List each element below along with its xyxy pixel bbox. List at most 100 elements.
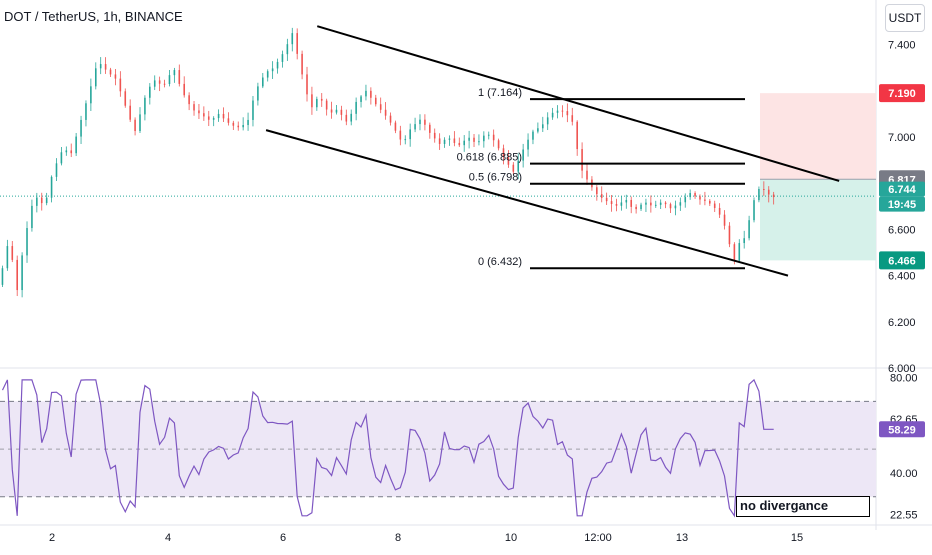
candle-body xyxy=(551,112,554,118)
candle-body xyxy=(129,105,131,120)
rsi-tick-label: 22.55 xyxy=(890,510,918,522)
candle-body xyxy=(645,202,647,205)
candle-body xyxy=(620,202,623,206)
candle-body xyxy=(45,197,48,204)
candle-body xyxy=(222,113,225,119)
candle-body xyxy=(443,139,446,144)
candle-body xyxy=(605,197,608,202)
price-tick-label: 6.200 xyxy=(888,317,916,329)
candle-body xyxy=(153,80,156,87)
candle-body xyxy=(404,139,407,141)
candle-body xyxy=(679,202,682,206)
candle-body xyxy=(65,150,68,153)
candle-body xyxy=(650,202,652,206)
candle-body xyxy=(217,113,220,119)
price-tick-label: 6.600 xyxy=(888,224,916,236)
candle-body xyxy=(90,86,92,104)
candle-body xyxy=(301,53,303,75)
candle-body xyxy=(448,138,451,140)
candle-body xyxy=(36,197,38,206)
candle-body xyxy=(507,157,510,165)
candle-body xyxy=(664,202,667,205)
candle-body xyxy=(350,113,353,122)
candle-body xyxy=(615,204,618,206)
candle-body xyxy=(271,68,274,72)
candle-body xyxy=(173,70,176,76)
candle-body xyxy=(114,74,117,79)
candle-body xyxy=(389,115,392,123)
candle-body xyxy=(266,71,269,78)
candle-body xyxy=(340,109,343,115)
candle-body xyxy=(365,90,367,97)
candle-body xyxy=(630,199,633,207)
candle-body xyxy=(483,135,485,142)
candle-body xyxy=(767,189,770,195)
annotation-note[interactable]: no divergance xyxy=(736,496,870,517)
candle-body xyxy=(586,170,588,180)
fib-level-label: 0.618 (6.885) xyxy=(457,152,522,164)
candle-body xyxy=(772,194,775,198)
candle-body xyxy=(684,197,687,203)
price-badge-countdown xyxy=(879,196,925,212)
candle-body xyxy=(168,75,171,85)
candle-body xyxy=(178,70,181,84)
candle-body xyxy=(31,205,33,229)
candle-body xyxy=(109,69,112,75)
candle-body xyxy=(80,119,82,137)
candle-body xyxy=(738,243,741,261)
candle-body xyxy=(718,207,721,215)
price-badge-label-stop: 7.190 xyxy=(888,88,916,100)
time-tick-label: 4 xyxy=(165,532,171,544)
candle-body xyxy=(70,150,73,154)
candle-body xyxy=(571,115,574,122)
candle-body xyxy=(345,114,348,122)
candle-body xyxy=(468,137,470,141)
candle-body xyxy=(497,140,500,149)
candle-body xyxy=(433,132,436,139)
candle-body xyxy=(546,117,549,125)
currency-button[interactable]: USDT xyxy=(885,4,925,32)
candle-body xyxy=(16,259,18,291)
candle-body xyxy=(522,149,524,161)
candle-body xyxy=(55,163,58,177)
time-tick-label: 15 xyxy=(791,532,803,544)
candle-body xyxy=(763,189,765,190)
candle-body xyxy=(654,204,657,206)
candle-body xyxy=(527,139,529,150)
candle-body xyxy=(723,214,726,226)
price-tick-label: 6.000 xyxy=(888,363,916,375)
rsi-tick-label: 80.00 xyxy=(890,373,918,385)
candle-body xyxy=(596,187,598,195)
candle-body xyxy=(458,142,461,146)
candle-body xyxy=(335,109,338,113)
candle-body xyxy=(276,61,279,69)
candle-body xyxy=(291,33,294,45)
time-tick-label: 13 xyxy=(676,532,688,544)
candle-body xyxy=(227,118,230,123)
candle-body xyxy=(306,74,308,95)
candle-body xyxy=(394,122,397,131)
candle-body xyxy=(424,119,426,125)
candle-body xyxy=(429,124,431,133)
candle-body xyxy=(262,77,264,87)
candle-body xyxy=(689,193,691,198)
candle-body xyxy=(532,131,534,140)
candle-body xyxy=(325,100,328,110)
candle-body xyxy=(247,119,249,126)
time-tick-label: 2 xyxy=(49,532,55,544)
candle-body xyxy=(242,125,244,128)
candle-body xyxy=(6,246,9,269)
candle-body xyxy=(198,110,200,114)
candle-body xyxy=(635,206,637,210)
candle-body xyxy=(728,225,731,245)
candle-body xyxy=(124,91,127,106)
candle-body xyxy=(281,54,284,62)
candle-body xyxy=(556,110,559,113)
fib-level-label: 1 (7.164) xyxy=(478,87,522,99)
candle-body xyxy=(158,80,161,84)
candle-body xyxy=(566,111,569,116)
candle-body xyxy=(758,189,760,201)
candle-body xyxy=(183,83,186,96)
